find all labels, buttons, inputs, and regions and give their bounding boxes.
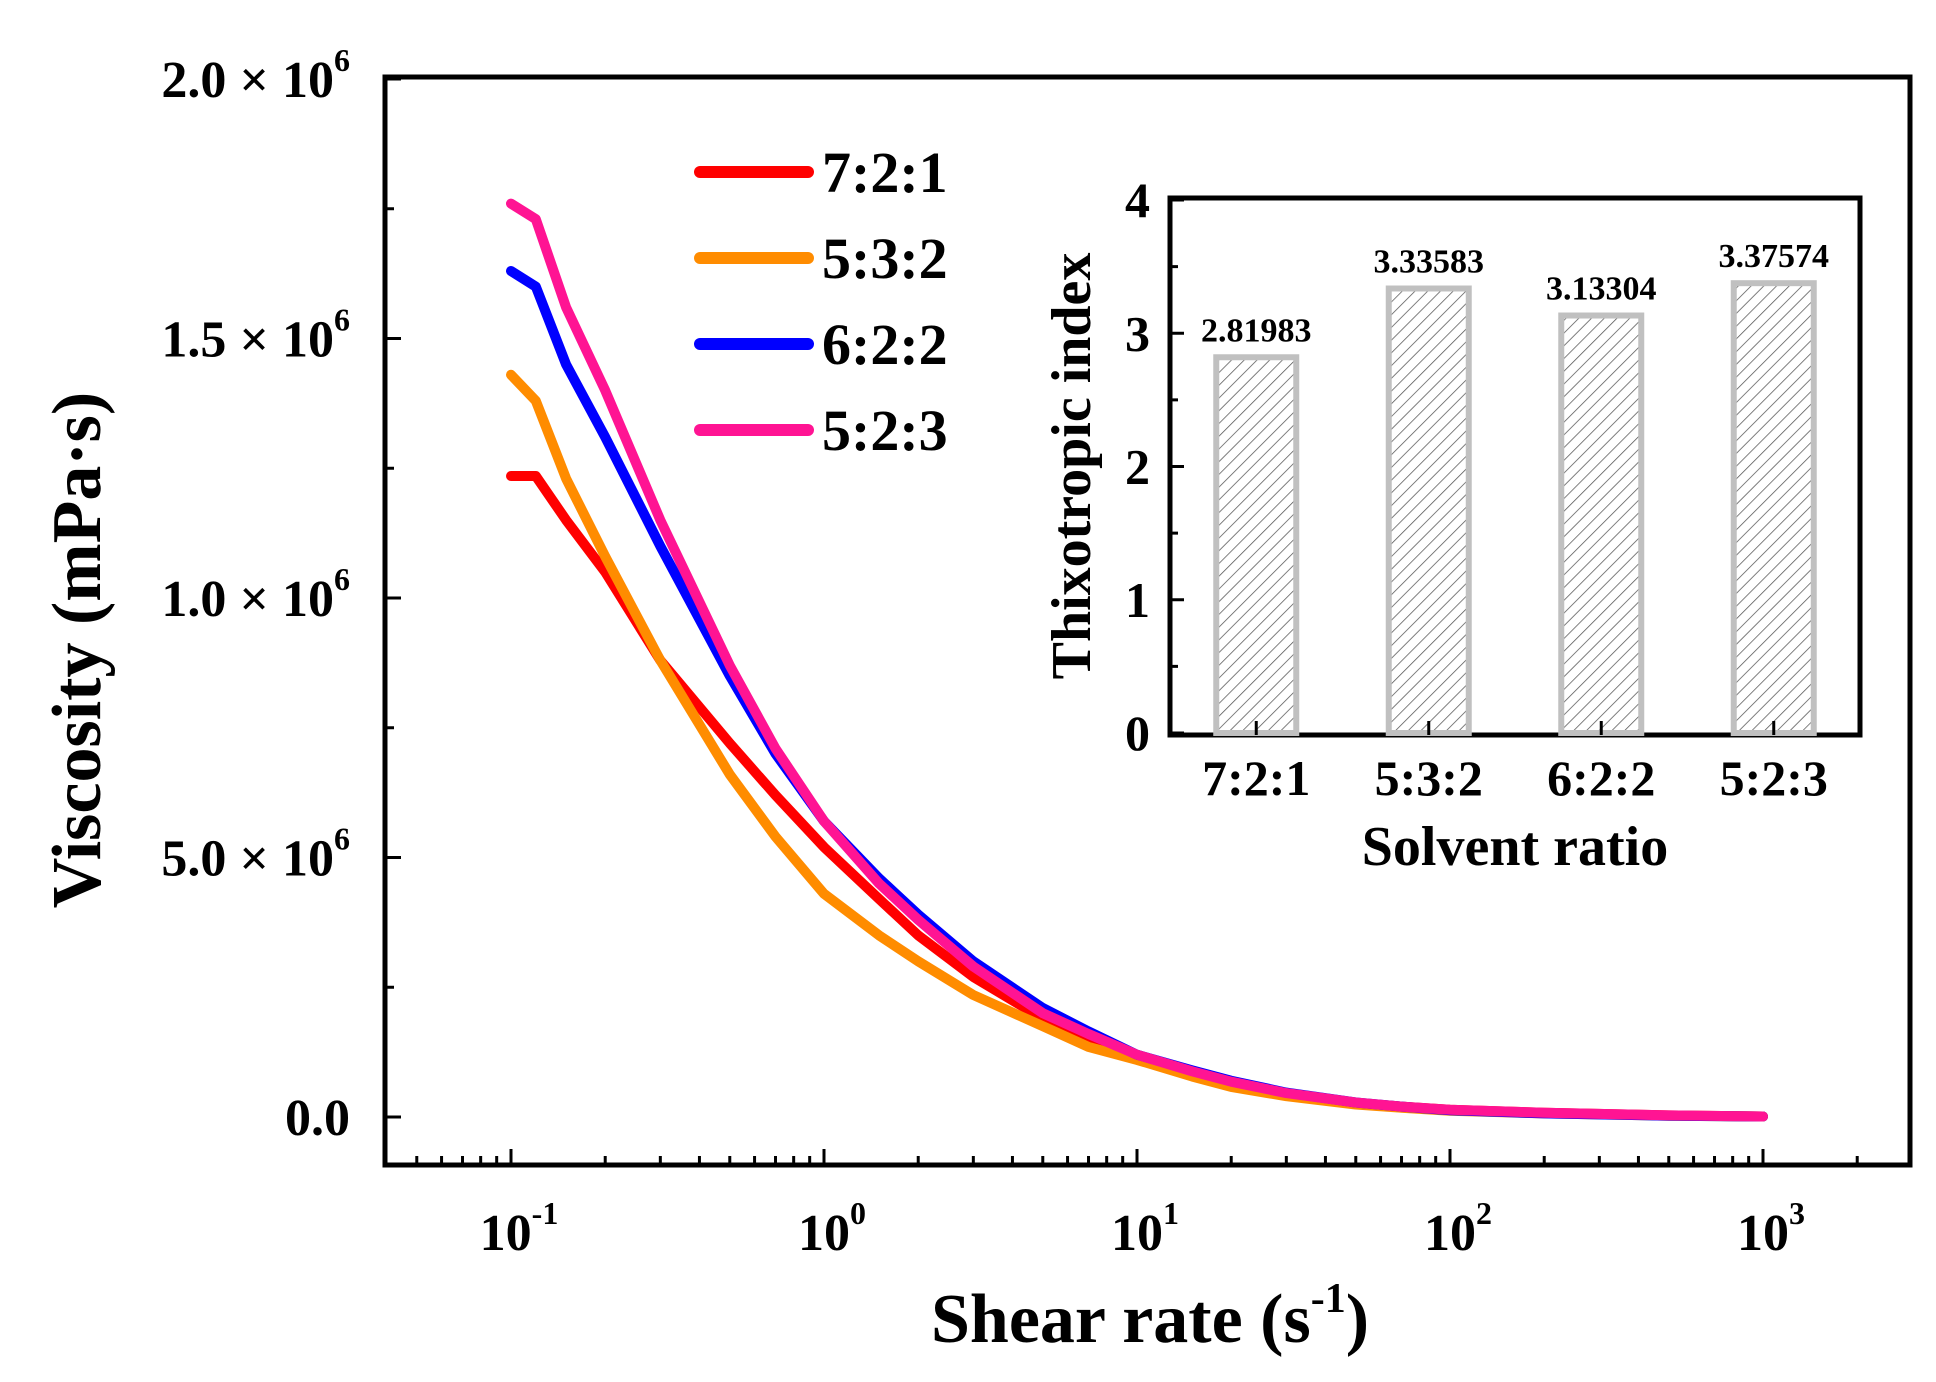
y-tick-label: 2.0 × 106 bbox=[161, 42, 350, 109]
inset-bar bbox=[1213, 354, 1300, 736]
y-tick-label: 1.0 × 106 bbox=[161, 561, 350, 628]
y-tick-exp: 6 bbox=[334, 561, 350, 597]
series-line bbox=[506, 198, 1768, 1122]
x-tick-base: 10 bbox=[1424, 1205, 1476, 1262]
legend-label: 5:2:3 bbox=[822, 398, 948, 463]
x-tick-label: 100 bbox=[798, 1195, 866, 1262]
inset-x-tick-label: 5:2:3 bbox=[1720, 750, 1828, 806]
x-tick-exp: 2 bbox=[1476, 1195, 1492, 1231]
y-tick-mantissa: 2.0 × 10 bbox=[161, 52, 334, 109]
y-tick-label: 5.0 × 106 bbox=[161, 821, 350, 888]
inset-bar bbox=[1385, 285, 1472, 736]
inset-data-label: 3.13304 bbox=[1546, 271, 1657, 308]
x-axis-title-sup: -1 bbox=[1311, 1276, 1346, 1322]
x-tick-exp: 0 bbox=[850, 1195, 866, 1231]
inset-x-axis-title: Solvent ratio bbox=[1362, 816, 1668, 878]
inset-data-label: 3.37574 bbox=[1719, 238, 1830, 275]
y-tick-label: 1.5 × 106 bbox=[161, 302, 350, 369]
y-tick-exp: 6 bbox=[334, 302, 350, 338]
y-tick-exp: 6 bbox=[334, 821, 350, 857]
inset-y-tick-label: 1 bbox=[1125, 572, 1150, 628]
x-tick-base: 10 bbox=[1737, 1205, 1789, 1262]
inset-bar-chart: 0 1 2 3 4 2.81983 7:2:1 3.33583 5:3:2 3.13304 6:2… bbox=[1041, 172, 1863, 878]
x-tick-label: 103 bbox=[1737, 1195, 1805, 1262]
x-tick-label: 101 bbox=[1111, 1195, 1179, 1262]
x-tick-label: 102 bbox=[1424, 1195, 1492, 1262]
x-tick-base: 10 bbox=[798, 1205, 850, 1262]
inset-y-tick-label: 4 bbox=[1125, 172, 1150, 228]
y-axis-title: Viscosity (mPa·s) bbox=[39, 392, 116, 909]
inset-data-label: 2.81983 bbox=[1201, 312, 1312, 349]
x-tick-label: 10-1 bbox=[480, 1195, 559, 1262]
inset-y-tick-label: 0 bbox=[1125, 705, 1150, 761]
x-tick-base: 10 bbox=[480, 1205, 532, 1262]
x-tick-exp: 1 bbox=[1163, 1195, 1179, 1231]
inset-data-label: 3.33583 bbox=[1374, 244, 1485, 281]
legend: 7:2:1 5:3:2 6:2:2 5:2:3 bbox=[694, 140, 948, 463]
inset-bar bbox=[1730, 280, 1817, 736]
inset-x-tick-label: 6:2:2 bbox=[1547, 750, 1655, 806]
inset-x-tick-label: 7:2:1 bbox=[1202, 750, 1310, 806]
main-plot-area bbox=[382, 74, 1913, 1168]
inset-y-axis-title: Thixotropic index bbox=[1041, 253, 1103, 680]
legend-label: 6:2:2 bbox=[822, 312, 948, 377]
inset-x-tick-label: 5:3:2 bbox=[1375, 750, 1483, 806]
inset-y-tick-label: 2 bbox=[1125, 439, 1150, 495]
inset-bar bbox=[1558, 312, 1645, 736]
y-tick-mantissa: 1.5 × 10 bbox=[161, 312, 334, 369]
y-tick-mantissa: 0.0 bbox=[285, 1090, 350, 1147]
y-tick-mantissa: 1.0 × 10 bbox=[161, 571, 334, 628]
y-tick-mantissa: 5.0 × 10 bbox=[161, 831, 334, 888]
y-tick-exp: 6 bbox=[334, 42, 350, 78]
x-tick-exp: 3 bbox=[1789, 1195, 1805, 1231]
legend-label: 5:3:2 bbox=[822, 226, 948, 291]
y-tick-label: 0.0 bbox=[285, 1090, 350, 1147]
inset-y-tick-label: 3 bbox=[1125, 305, 1150, 361]
x-axis-title-close: ) bbox=[1346, 1281, 1369, 1358]
x-tick-exp: -1 bbox=[532, 1195, 559, 1231]
x-axis-title: Shear rate (s-1) bbox=[931, 1276, 1369, 1358]
x-tick-base: 10 bbox=[1111, 1205, 1163, 1262]
legend-label: 7:2:1 bbox=[822, 140, 948, 205]
x-axis-title-text: Shear rate (s bbox=[931, 1281, 1311, 1358]
